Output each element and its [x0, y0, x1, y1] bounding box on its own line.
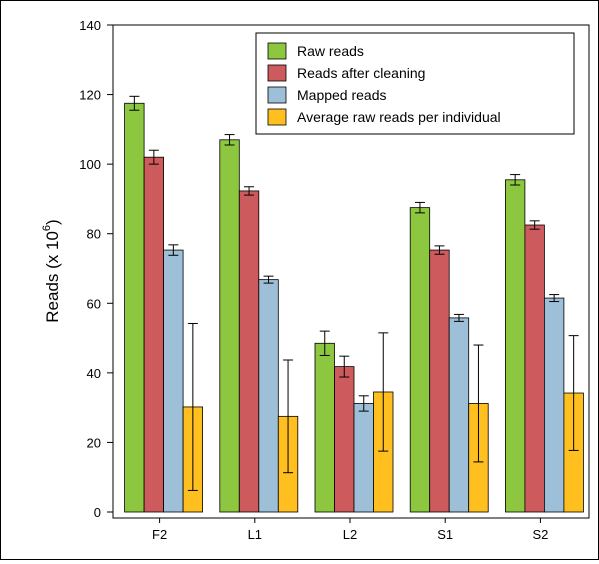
bar-s2-series-3	[544, 297, 565, 513]
x-tick-label: S2	[532, 527, 548, 542]
y-tick-label: 120	[79, 88, 101, 103]
x-tick-label: L2	[343, 527, 357, 542]
y-tick-label: 20	[87, 435, 101, 450]
legend-label-3: Mapped reads	[297, 87, 387, 103]
bar-s1-series-1	[409, 207, 431, 513]
bar-s1-series-2	[429, 249, 450, 513]
y-tick-label: 100	[79, 157, 101, 172]
bar-f2-series-1	[124, 102, 145, 513]
y-tick-label: 60	[87, 296, 101, 311]
y-axis-label: Reads (x 106)	[41, 219, 62, 322]
bars	[124, 102, 584, 513]
legend-box	[255, 32, 575, 135]
legend-swatch-1	[267, 42, 287, 60]
x-tick-label: S1	[437, 527, 453, 542]
legend-swatch-4	[267, 108, 287, 126]
y-tick-label: 80	[87, 227, 101, 242]
bar-f2-series-2	[143, 156, 165, 513]
x-tick-label: F2	[152, 527, 167, 542]
bar-l1-series-2	[238, 190, 260, 513]
bar-f2-series-3	[163, 249, 184, 513]
x-axis: F2 L1 L2 S1 S2	[152, 518, 548, 542]
bar-l1-series-1	[219, 139, 240, 513]
legend-swatch-2	[267, 64, 287, 82]
bar-s2-series-1	[504, 179, 526, 513]
error-bars	[129, 95, 579, 491]
y-tick-label: 0	[94, 505, 101, 520]
bar-l1-series-3	[258, 279, 279, 513]
y-tick-label: 40	[87, 366, 101, 381]
y-tick-label: 140	[79, 18, 101, 33]
legend: Raw reads Reads after cleaning Mapped read…	[255, 32, 575, 135]
legend-label-2: Reads after cleaning	[297, 65, 425, 81]
bar-l2-series-3	[353, 403, 374, 513]
y-axis: 0 20 40 60 80 100 120 140	[79, 18, 113, 520]
x-tick-label: L1	[248, 527, 262, 542]
plot-area	[112, 24, 590, 519]
bar-s1-series-3	[448, 317, 470, 513]
bar-l2-series-1	[314, 342, 335, 513]
legend-swatch-3	[267, 86, 287, 104]
bar-l2-series-2	[334, 366, 355, 513]
legend-label-1: Raw reads	[297, 43, 364, 59]
legend-label-4: Average raw reads per individual	[297, 109, 501, 125]
bar-s2-series-2	[524, 224, 545, 513]
